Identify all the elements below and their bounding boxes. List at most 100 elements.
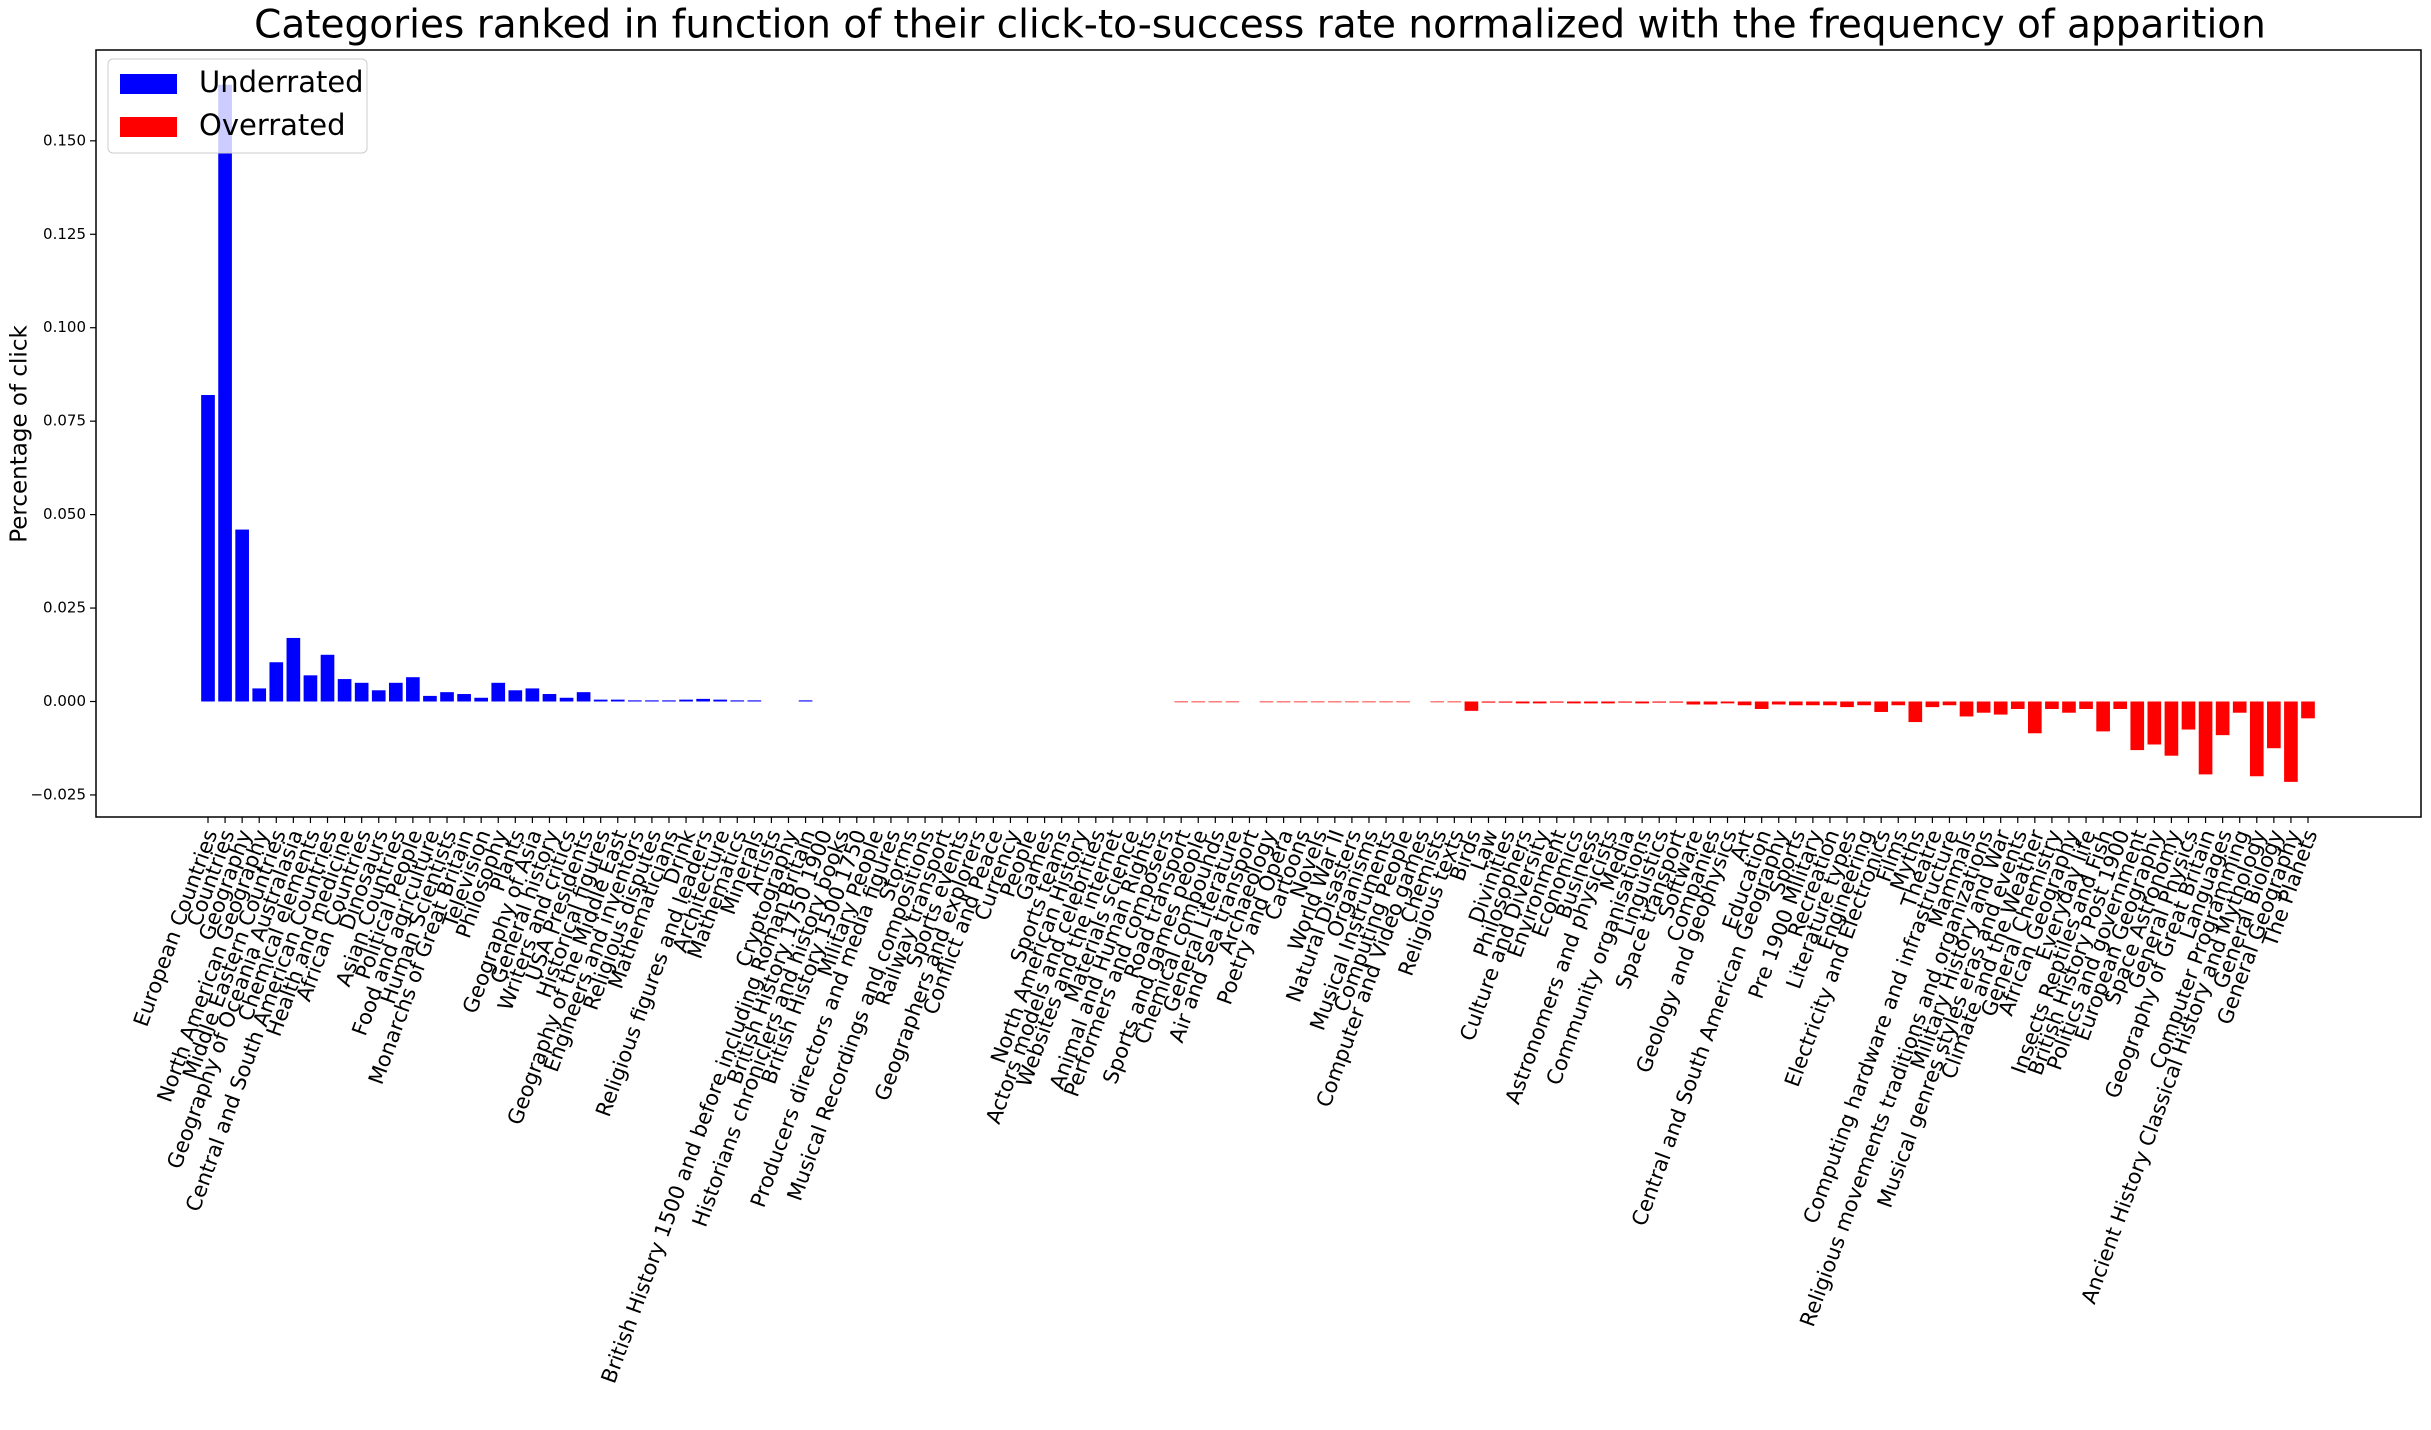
bar [1601,701,1615,704]
bar [1208,701,1223,703]
bar [2147,701,2162,745]
bar [576,692,591,702]
bar [252,688,267,702]
bar [371,690,386,702]
bar [201,395,215,702]
bar [1310,701,1325,703]
bar [1362,701,1376,703]
bar [1942,701,1957,706]
bar [1976,701,1991,713]
bar [388,682,403,702]
bar [559,697,574,702]
bar [1225,701,1240,703]
bar [610,699,625,702]
y-tick-label: 0.075 [43,412,86,430]
bar [1447,701,1462,703]
bar [1498,701,1513,703]
bar [1515,701,1530,704]
bar [628,700,642,702]
bar [2010,701,2025,709]
bar [1703,701,1718,705]
bar [1857,701,1871,706]
bar [1532,701,1547,704]
bar [542,694,557,702]
bar [593,699,608,702]
bar [1686,701,1701,705]
bar [2215,701,2230,736]
y-tick-label: 0.025 [43,599,86,617]
bar [2284,701,2298,782]
bar [798,700,813,702]
legend-label: Overrated [199,108,346,142]
bar [1618,701,1632,703]
bar [1993,701,2008,715]
bar [1891,701,1906,706]
bar [1771,701,1786,705]
bar [1259,701,1274,703]
bar [337,679,352,702]
bar [1908,701,1923,723]
bar [286,637,301,702]
bar [2045,701,2059,709]
bar [1840,701,1854,708]
plot-frame [95,49,2422,818]
bar [218,84,232,702]
chart-title: Categories ranked in function of their c… [254,3,2266,48]
bar [1276,701,1291,703]
bar [747,700,762,702]
bar [1806,701,1820,706]
bar [440,692,454,702]
bar [1328,701,1342,703]
bar [1669,701,1684,703]
bar [1959,701,1974,717]
legend-label: Underrated [199,65,364,99]
bar [269,662,284,702]
bar [730,700,745,702]
bar [662,700,676,702]
y-tick-label: 0.125 [43,225,86,243]
bar [423,695,437,702]
bar [696,698,710,702]
bar [2164,701,2179,756]
bar [1191,701,1206,703]
bar [2232,701,2247,713]
bar [1635,701,1649,704]
bar [1925,701,1940,708]
bar [713,699,728,702]
y-tick-label: 0.150 [43,131,86,149]
bar [1464,701,1479,711]
y-tick-label: −0.025 [30,785,86,803]
legend-swatch [120,74,177,94]
bar [2028,701,2042,734]
bar [1430,701,1445,703]
bar [1481,701,1496,703]
bar [1584,701,1598,704]
legend-swatch [120,117,177,137]
bar [679,699,693,702]
bar [303,675,318,702]
bar [1345,701,1359,703]
bar [2113,701,2128,709]
y-tick-label: 0.050 [43,505,86,523]
bar [1788,701,1803,706]
bar [2181,701,2196,730]
y-tick-label: 0.000 [43,692,86,710]
bar [2249,701,2264,777]
bar [2267,701,2281,749]
bar [508,690,523,702]
legend: Underrated Overrated [107,58,368,154]
bar [1567,701,1581,704]
bar [1174,701,1188,703]
bar [406,677,420,702]
bar [1652,701,1667,703]
bar [1823,701,1837,706]
bar [320,654,335,702]
bar [1293,701,1308,703]
bar [1549,701,1564,703]
bar [235,529,249,702]
bar [354,682,369,702]
bar [1396,701,1410,703]
bar [2096,701,2110,732]
bar [2079,701,2093,709]
